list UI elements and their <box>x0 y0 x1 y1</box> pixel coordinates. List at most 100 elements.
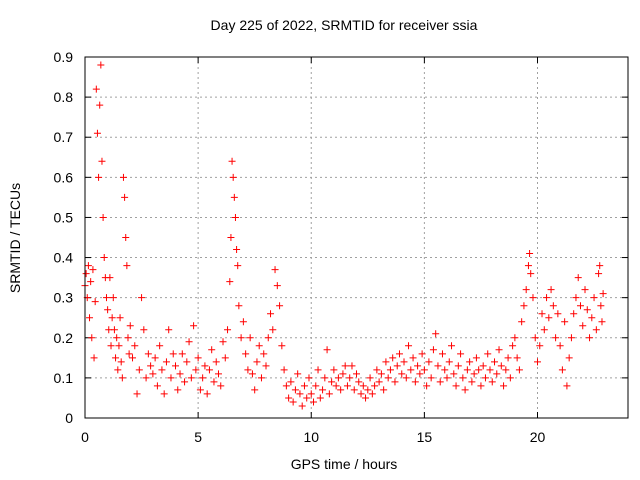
data-point <box>203 390 211 398</box>
data-point <box>598 318 606 326</box>
data-point <box>87 278 95 286</box>
data-point <box>234 262 242 270</box>
data-point <box>561 318 569 326</box>
data-point <box>119 173 127 181</box>
data-point <box>536 342 544 350</box>
x-axis-label: GPS time / hours <box>290 456 398 472</box>
axis-ticks: 0 0.1 0.2 0.3 0.4 0.5 0.6 0.7 0.8 0.9 0 5 10 15 20 <box>54 49 628 445</box>
data-point <box>565 354 573 362</box>
data-point <box>192 366 200 374</box>
x-tick-label: 10 <box>303 429 319 445</box>
data-point <box>592 326 600 334</box>
data-point <box>185 338 193 346</box>
data-point <box>178 350 186 358</box>
data-point <box>147 362 155 370</box>
data-point <box>350 386 358 394</box>
data-point <box>526 250 534 258</box>
data-point <box>231 213 239 221</box>
data-point <box>264 334 272 342</box>
y-tick-label: 0.2 <box>54 330 74 346</box>
data-point <box>325 390 333 398</box>
data-point <box>230 193 238 201</box>
data-point <box>377 370 385 378</box>
data-point <box>287 378 295 386</box>
data-point <box>144 350 152 358</box>
data-point <box>88 334 96 342</box>
data-point <box>414 362 422 370</box>
data-point <box>452 382 460 390</box>
data-point <box>323 346 331 354</box>
data-point <box>93 129 101 137</box>
data-point <box>563 382 571 390</box>
data-point <box>106 274 114 282</box>
data-point <box>219 338 227 346</box>
data-point <box>214 370 222 378</box>
data-point <box>509 342 517 350</box>
x-tick-label: 5 <box>194 429 202 445</box>
data-point <box>545 314 553 322</box>
data-point <box>97 61 105 69</box>
data-points <box>81 61 607 410</box>
data-point <box>395 350 403 358</box>
data-point <box>196 386 204 394</box>
data-point <box>98 157 106 165</box>
data-point <box>386 366 394 374</box>
data-point <box>491 358 499 366</box>
data-point <box>321 374 329 382</box>
data-point <box>400 358 408 366</box>
y-tick-label: 0.4 <box>54 250 74 266</box>
data-point <box>461 386 469 394</box>
data-point <box>271 266 279 274</box>
data-point <box>104 306 112 314</box>
data-point <box>371 382 379 390</box>
data-point <box>576 302 584 310</box>
data-point <box>346 374 354 382</box>
data-point <box>138 294 146 302</box>
data-point <box>294 370 302 378</box>
data-point <box>384 374 392 382</box>
data-point <box>515 366 523 374</box>
data-point <box>353 370 360 378</box>
data-point <box>183 358 191 366</box>
data-point <box>438 350 446 358</box>
data-point <box>169 350 177 358</box>
data-point <box>597 302 605 310</box>
data-point <box>457 350 465 358</box>
data-point <box>513 354 521 362</box>
data-point <box>131 342 139 350</box>
data-point <box>172 362 179 370</box>
data-point <box>497 362 505 370</box>
data-point <box>579 322 587 330</box>
data-point <box>100 254 108 262</box>
data-point <box>538 310 546 318</box>
data-point <box>248 370 256 378</box>
data-point <box>205 366 213 374</box>
data-point <box>298 402 306 410</box>
data-point <box>427 374 435 382</box>
data-point <box>572 294 580 302</box>
data-point <box>108 314 116 322</box>
data-point <box>210 378 218 386</box>
data-point <box>273 282 281 290</box>
data-point <box>305 374 313 382</box>
data-point <box>450 370 458 378</box>
data-point <box>224 326 232 334</box>
x-tick-label: 0 <box>81 429 89 445</box>
data-point <box>89 266 97 274</box>
data-point <box>314 366 322 374</box>
data-point <box>235 302 243 310</box>
data-point <box>368 390 376 398</box>
data-point <box>262 362 270 370</box>
data-point <box>276 302 284 310</box>
data-point <box>599 290 607 298</box>
data-point <box>226 278 234 286</box>
data-point <box>307 390 315 398</box>
x-tick-label: 15 <box>417 429 433 445</box>
data-point <box>280 366 288 374</box>
data-point <box>165 326 173 334</box>
data-point <box>554 310 562 318</box>
data-point <box>135 366 143 374</box>
data-point <box>407 366 415 374</box>
data-point <box>389 354 397 362</box>
data-point <box>282 382 290 390</box>
